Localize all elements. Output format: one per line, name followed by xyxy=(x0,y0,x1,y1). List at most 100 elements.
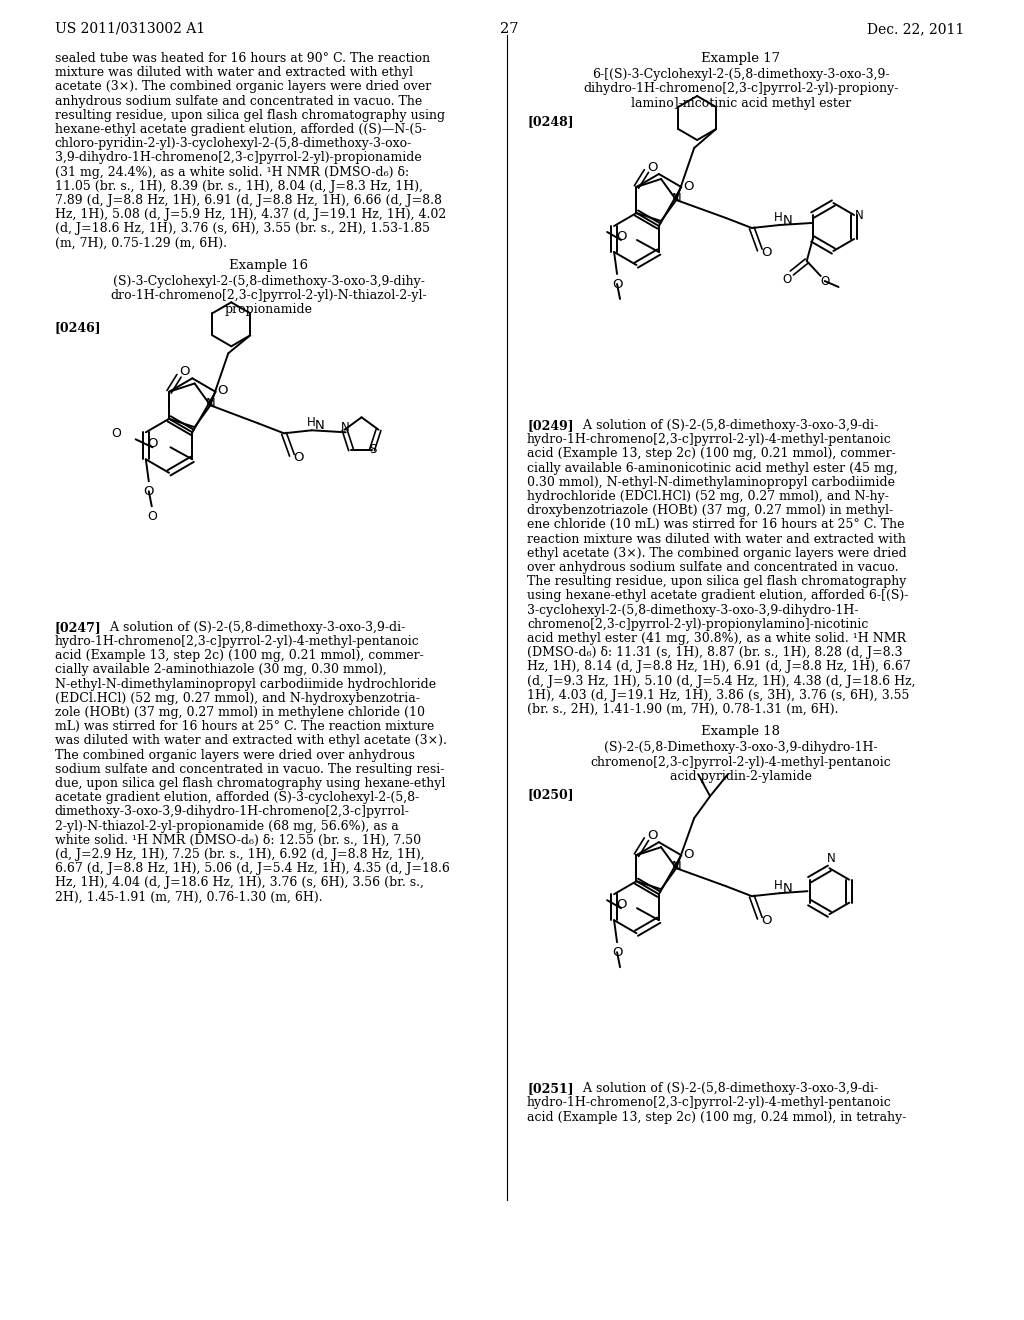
Text: hydro-1H-chromeno[2,3-c]pyrrol-2-yl)-4-methyl-pentanoic: hydro-1H-chromeno[2,3-c]pyrrol-2-yl)-4-m… xyxy=(54,635,420,648)
Text: resulting residue, upon silica gel flash chromatography using: resulting residue, upon silica gel flash… xyxy=(54,108,444,121)
Text: ene chloride (10 mL) was stirred for 16 hours at 25° C. The: ene chloride (10 mL) was stirred for 16 … xyxy=(527,519,904,532)
Text: reaction mixture was diluted with water and extracted with: reaction mixture was diluted with water … xyxy=(527,532,906,545)
Text: (m, 7H), 0.75-1.29 (m, 6H).: (m, 7H), 0.75-1.29 (m, 6H). xyxy=(54,236,226,249)
Text: [0250]: [0250] xyxy=(527,788,573,801)
Text: H: H xyxy=(774,879,783,892)
Text: A solution of (S)-2-(5,8-dimethoxy-3-oxo-3,9-di-: A solution of (S)-2-(5,8-dimethoxy-3-oxo… xyxy=(570,418,879,432)
Text: sodium sulfate and concentrated in vacuo. The resulting resi-: sodium sulfate and concentrated in vacuo… xyxy=(54,763,444,776)
Text: droxybenzotriazole (HOBt) (37 mg, 0.27 mmol) in methyl-: droxybenzotriazole (HOBt) (37 mg, 0.27 m… xyxy=(527,504,893,517)
Text: (EDCl.HCl) (52 mg, 0.27 mmol), and N-hydroxybenzotria-: (EDCl.HCl) (52 mg, 0.27 mmol), and N-hyd… xyxy=(54,692,420,705)
Text: acid (Example 13, step 2c) (100 mg, 0.21 mmol), commer-: acid (Example 13, step 2c) (100 mg, 0.21… xyxy=(54,649,424,663)
Text: S: S xyxy=(370,444,377,457)
Text: (DMSO-d₆) δ: 11.31 (s, 1H), 8.87 (br. s., 1H), 8.28 (d, J=8.3: (DMSO-d₆) δ: 11.31 (s, 1H), 8.87 (br. s.… xyxy=(527,647,902,659)
Text: 6-[(S)-3-Cyclohexyl-2-(5,8-dimethoxy-3-oxo-3,9-: 6-[(S)-3-Cyclohexyl-2-(5,8-dimethoxy-3-o… xyxy=(592,69,890,82)
Text: A solution of (S)-2-(5,8-dimethoxy-3-oxo-3,9-di-: A solution of (S)-2-(5,8-dimethoxy-3-oxo… xyxy=(570,1082,879,1096)
Text: acetate (3×). The combined organic layers were dried over: acetate (3×). The combined organic layer… xyxy=(54,81,431,94)
Text: zole (HOBt) (37 mg, 0.27 mmol) in methylene chloride (10: zole (HOBt) (37 mg, 0.27 mmol) in methyl… xyxy=(54,706,425,719)
Text: Hz, 1H), 8.14 (d, J=8.8 Hz, 1H), 6.91 (d, J=8.8 Hz, 1H), 6.67: Hz, 1H), 8.14 (d, J=8.8 Hz, 1H), 6.91 (d… xyxy=(527,660,910,673)
Text: O: O xyxy=(111,426,121,440)
Text: (S)-3-Cyclohexyl-2-(5,8-dimethoxy-3-oxo-3,9-dihy-: (S)-3-Cyclohexyl-2-(5,8-dimethoxy-3-oxo-… xyxy=(113,275,424,288)
Text: O: O xyxy=(683,180,693,193)
Text: hydro-1H-chromeno[2,3-c]pyrrol-2-yl)-4-methyl-pentanoic: hydro-1H-chromeno[2,3-c]pyrrol-2-yl)-4-m… xyxy=(527,433,892,446)
Text: cially available 2-aminothiazole (30 mg, 0.30 mmol),: cially available 2-aminothiazole (30 mg,… xyxy=(54,664,386,676)
Text: Example 16: Example 16 xyxy=(229,259,308,272)
Text: N-ethyl-N-dimethylaminopropyl carbodiimide hydrochloride: N-ethyl-N-dimethylaminopropyl carbodiimi… xyxy=(54,677,436,690)
Text: was diluted with water and extracted with ethyl acetate (3×).: was diluted with water and extracted wit… xyxy=(54,734,446,747)
Text: O: O xyxy=(820,275,829,288)
Text: H: H xyxy=(774,210,783,223)
Text: O: O xyxy=(762,913,772,927)
Text: Example 17: Example 17 xyxy=(701,51,780,65)
Text: chloro-pyridin-2-yl)-3-cyclohexyl-2-(5,8-dimethoxy-3-oxo-: chloro-pyridin-2-yl)-3-cyclohexyl-2-(5,8… xyxy=(54,137,412,150)
Text: O: O xyxy=(647,161,657,173)
Text: chromeno[2,3-c]pyrrol-2-yl)-propionylamino]-nicotinic: chromeno[2,3-c]pyrrol-2-yl)-propionylami… xyxy=(527,618,868,631)
Text: Example 18: Example 18 xyxy=(701,725,780,738)
Text: [0247]: [0247] xyxy=(54,620,101,634)
Text: N: N xyxy=(206,397,215,409)
Text: cially available 6-aminonicotinic acid methyl ester (45 mg,: cially available 6-aminonicotinic acid m… xyxy=(527,462,898,475)
Text: hydro-1H-chromeno[2,3-c]pyrrol-2-yl)-4-methyl-pentanoic: hydro-1H-chromeno[2,3-c]pyrrol-2-yl)-4-m… xyxy=(527,1097,892,1109)
Text: due, upon silica gel flash chromatography using hexane-ethyl: due, upon silica gel flash chromatograph… xyxy=(54,777,445,789)
Text: (d, J=2.9 Hz, 1H), 7.25 (br. s., 1H), 6.92 (d, J=8.8 Hz, 1H),: (d, J=2.9 Hz, 1H), 7.25 (br. s., 1H), 6.… xyxy=(54,847,424,861)
Text: 27: 27 xyxy=(500,22,518,36)
Text: A solution of (S)-2-(5,8-dimethoxy-3-oxo-3,9-di-: A solution of (S)-2-(5,8-dimethoxy-3-oxo… xyxy=(98,620,406,634)
Text: Hz, 1H), 4.04 (d, J=18.6 Hz, 1H), 3.76 (s, 6H), 3.56 (br. s.,: Hz, 1H), 4.04 (d, J=18.6 Hz, 1H), 3.76 (… xyxy=(54,876,424,890)
Text: H: H xyxy=(306,416,315,429)
Text: US 2011/0313002 A1: US 2011/0313002 A1 xyxy=(54,22,205,36)
Text: N: N xyxy=(341,421,350,434)
Text: propionamide: propionamide xyxy=(224,304,312,317)
Text: dro-1H-chromeno[2,3-c]pyrrol-2-yl)-N-thiazol-2-yl-: dro-1H-chromeno[2,3-c]pyrrol-2-yl)-N-thi… xyxy=(111,289,427,302)
Text: mL) was stirred for 16 hours at 25° C. The reaction mixture: mL) was stirred for 16 hours at 25° C. T… xyxy=(54,721,434,733)
Text: O: O xyxy=(180,366,190,379)
Text: mixture was diluted with water and extracted with ethyl: mixture was diluted with water and extra… xyxy=(54,66,413,79)
Text: O: O xyxy=(294,451,304,463)
Text: using hexane-ethyl acetate gradient elution, afforded 6-[(S)-: using hexane-ethyl acetate gradient elut… xyxy=(527,590,908,602)
Text: chromeno[2,3-c]pyrrol-2-yl)-4-methyl-pentanoic: chromeno[2,3-c]pyrrol-2-yl)-4-methyl-pen… xyxy=(591,755,891,768)
Text: O: O xyxy=(647,829,657,842)
Text: 3,9-dihydro-1H-chromeno[2,3-c]pyrrol-2-yl)-propionamide: 3,9-dihydro-1H-chromeno[2,3-c]pyrrol-2-y… xyxy=(54,152,422,165)
Text: N: N xyxy=(827,851,836,865)
Text: over anhydrous sodium sulfate and concentrated in vacuo.: over anhydrous sodium sulfate and concen… xyxy=(527,561,899,574)
Text: N: N xyxy=(315,418,325,432)
Text: [0249]: [0249] xyxy=(527,418,573,432)
Text: 11.05 (br. s., 1H), 8.39 (br. s., 1H), 8.04 (d, J=8.3 Hz, 1H),: 11.05 (br. s., 1H), 8.39 (br. s., 1H), 8… xyxy=(54,180,423,193)
Text: (d, J=9.3 Hz, 1H), 5.10 (d, J=5.4 Hz, 1H), 4.38 (d, J=18.6 Hz,: (d, J=9.3 Hz, 1H), 5.10 (d, J=5.4 Hz, 1H… xyxy=(527,675,915,688)
Text: hydrochloride (EDCl.HCl) (52 mg, 0.27 mmol), and N-hy-: hydrochloride (EDCl.HCl) (52 mg, 0.27 mm… xyxy=(527,490,889,503)
Text: 2H), 1.45-1.91 (m, 7H), 0.76-1.30 (m, 6H).: 2H), 1.45-1.91 (m, 7H), 0.76-1.30 (m, 6H… xyxy=(54,891,323,904)
Text: anhydrous sodium sulfate and concentrated in vacuo. The: anhydrous sodium sulfate and concentrate… xyxy=(54,95,422,108)
Text: Hz, 1H), 5.08 (d, J=5.9 Hz, 1H), 4.37 (d, J=19.1 Hz, 1H), 4.02: Hz, 1H), 5.08 (d, J=5.9 Hz, 1H), 4.37 (d… xyxy=(54,209,445,222)
Text: O: O xyxy=(782,272,792,285)
Text: dimethoxy-3-oxo-3,9-dihydro-1H-chromeno[2,3-c]pyrrol-: dimethoxy-3-oxo-3,9-dihydro-1H-chromeno[… xyxy=(54,805,410,818)
Text: 6.67 (d, J=8.8 Hz, 1H), 5.06 (d, J=5.4 Hz, 1H), 4.35 (d, J=18.6: 6.67 (d, J=8.8 Hz, 1H), 5.06 (d, J=5.4 H… xyxy=(54,862,450,875)
Text: 3-cyclohexyl-2-(5,8-dimethoxy-3-oxo-3,9-dihydro-1H-: 3-cyclohexyl-2-(5,8-dimethoxy-3-oxo-3,9-… xyxy=(527,603,858,616)
Text: [0246]: [0246] xyxy=(54,322,101,334)
Text: N: N xyxy=(672,191,681,205)
Text: O: O xyxy=(615,230,627,243)
Text: [0248]: [0248] xyxy=(527,115,573,128)
Text: acetate gradient elution, afforded (S)-3-cyclohexyl-2-(5,8-: acetate gradient elution, afforded (S)-3… xyxy=(54,791,419,804)
Text: N: N xyxy=(782,214,793,227)
Text: O: O xyxy=(615,898,627,911)
Text: O: O xyxy=(683,847,693,861)
Text: O: O xyxy=(762,246,772,259)
Text: Dec. 22, 2011: Dec. 22, 2011 xyxy=(867,22,965,36)
Text: (S)-2-(5,8-Dimethoxy-3-oxo-3,9-dihydro-1H-: (S)-2-(5,8-Dimethoxy-3-oxo-3,9-dihydro-1… xyxy=(604,742,878,755)
Text: 2-yl)-N-thiazol-2-yl-propionamide (68 mg, 56.6%), as a: 2-yl)-N-thiazol-2-yl-propionamide (68 mg… xyxy=(54,820,398,833)
Text: ethyl acetate (3×). The combined organic layers were dried: ethyl acetate (3×). The combined organic… xyxy=(527,546,907,560)
Text: white solid. ¹H NMR (DMSO-d₆) δ: 12.55 (br. s., 1H), 7.50: white solid. ¹H NMR (DMSO-d₆) δ: 12.55 (… xyxy=(54,834,421,847)
Text: 1H), 4.03 (d, J=19.1 Hz, 1H), 3.86 (s, 3H), 3.76 (s, 6H), 3.55: 1H), 4.03 (d, J=19.1 Hz, 1H), 3.86 (s, 3… xyxy=(527,689,909,702)
Text: 7.89 (d, J=8.8 Hz, 1H), 6.91 (d, J=8.8 Hz, 1H), 6.66 (d, J=8.8: 7.89 (d, J=8.8 Hz, 1H), 6.91 (d, J=8.8 H… xyxy=(54,194,441,207)
Text: N: N xyxy=(855,209,863,222)
Text: N: N xyxy=(782,882,793,895)
Text: acid (Example 13, step 2c) (100 mg, 0.24 mmol), in tetrahy-: acid (Example 13, step 2c) (100 mg, 0.24… xyxy=(527,1110,906,1123)
Text: dihydro-1H-chromeno[2,3-c]pyrrol-2-yl)-propiony-: dihydro-1H-chromeno[2,3-c]pyrrol-2-yl)-p… xyxy=(584,82,899,95)
Text: O: O xyxy=(611,945,623,958)
Text: 0.30 mmol), N-ethyl-N-dimethylaminopropyl carbodiimide: 0.30 mmol), N-ethyl-N-dimethylaminopropy… xyxy=(527,475,895,488)
Text: acid (Example 13, step 2c) (100 mg, 0.21 mmol), commer-: acid (Example 13, step 2c) (100 mg, 0.21… xyxy=(527,447,896,461)
Text: The combined organic layers were dried over anhydrous: The combined organic layers were dried o… xyxy=(54,748,415,762)
Text: sealed tube was heated for 16 hours at 90° C. The reaction: sealed tube was heated for 16 hours at 9… xyxy=(54,51,430,65)
Text: N: N xyxy=(672,859,681,873)
Text: [0251]: [0251] xyxy=(527,1082,573,1096)
Text: O: O xyxy=(146,510,157,523)
Text: acid methyl ester (41 mg, 30.8%), as a white solid. ¹H NMR: acid methyl ester (41 mg, 30.8%), as a w… xyxy=(527,632,906,645)
